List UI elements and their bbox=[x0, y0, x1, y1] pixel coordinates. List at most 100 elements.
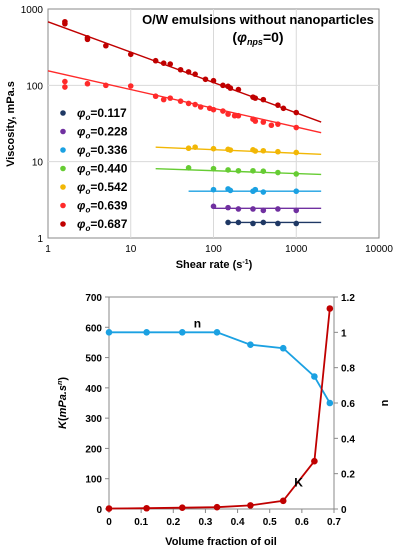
viscosity-x-axis-label: Shear rate (s-1) bbox=[176, 259, 253, 271]
legend-marker bbox=[60, 128, 66, 135]
data-point bbox=[152, 57, 159, 64]
data-point bbox=[252, 148, 259, 154]
legend-label: φo=0.228 bbox=[77, 125, 128, 141]
data-point bbox=[210, 186, 217, 193]
data-point bbox=[260, 168, 267, 175]
data-point bbox=[225, 219, 231, 226]
legend-label: φo=0.117 bbox=[77, 106, 127, 122]
k-n-series-lines bbox=[108, 308, 331, 510]
point-n bbox=[105, 329, 113, 336]
right-tick-label: 0.4 bbox=[341, 434, 355, 445]
point-n bbox=[326, 399, 334, 407]
legend-label: φo=0.440 bbox=[77, 162, 128, 178]
data-point bbox=[220, 82, 226, 89]
data-point bbox=[227, 85, 234, 91]
x-tick-label: 0 bbox=[106, 517, 112, 528]
legend-marker bbox=[60, 147, 66, 153]
k-n-x-axis-label: Volume fraction of oil bbox=[165, 536, 277, 548]
data-point bbox=[293, 149, 300, 156]
data-point bbox=[260, 219, 267, 226]
point-n bbox=[311, 373, 318, 380]
data-point bbox=[210, 165, 217, 172]
left-tick-label: 200 bbox=[85, 444, 102, 455]
x-tick-label: 1000 bbox=[285, 244, 308, 255]
data-point bbox=[62, 84, 68, 90]
data-point bbox=[280, 105, 287, 112]
data-point bbox=[252, 186, 259, 193]
x-tick-label: 10 bbox=[125, 244, 137, 255]
series-label-k: K bbox=[294, 475, 303, 489]
data-point bbox=[293, 171, 300, 177]
legend-label: φo=0.687 bbox=[77, 217, 128, 233]
left-tick-label: 300 bbox=[85, 414, 102, 425]
point-K bbox=[326, 305, 334, 312]
data-point bbox=[192, 101, 198, 108]
data-point bbox=[167, 95, 174, 101]
fit-line-6 bbox=[47, 70, 322, 134]
data-point bbox=[268, 122, 275, 129]
x-tick-label: 0.7 bbox=[327, 517, 341, 528]
point-n bbox=[279, 344, 287, 352]
data-point bbox=[250, 206, 256, 212]
legend-marker bbox=[60, 165, 66, 172]
data-point bbox=[275, 102, 281, 108]
data-point bbox=[227, 147, 234, 153]
data-point bbox=[210, 106, 217, 113]
left-tick-label: 700 bbox=[85, 293, 102, 304]
data-point bbox=[210, 77, 217, 84]
x-tick-label: 0.2 bbox=[166, 517, 180, 528]
right-tick-label: 0 bbox=[341, 505, 347, 516]
data-point bbox=[127, 51, 134, 58]
right-tick-label: 0.2 bbox=[341, 470, 355, 481]
point-K bbox=[178, 504, 186, 512]
data-point bbox=[84, 36, 91, 43]
k-n-right-axis-label: n bbox=[379, 399, 391, 406]
data-point bbox=[275, 169, 281, 176]
viscosity-y-axis-label: Viscosity, mPa.s bbox=[5, 81, 17, 167]
k-n-series-labels: nK bbox=[194, 316, 304, 489]
y-tick-label: 100 bbox=[26, 81, 43, 92]
data-point bbox=[84, 80, 91, 87]
data-point bbox=[250, 167, 256, 174]
viscosity-chart: 1 10 100 1000 1 10 100 1000 10000 φo=0.117 φo=0.2… bbox=[5, 5, 393, 271]
data-point bbox=[197, 104, 204, 110]
data-point bbox=[260, 189, 267, 195]
point-K bbox=[279, 497, 287, 505]
series-line-n bbox=[109, 331, 331, 404]
data-point bbox=[225, 167, 231, 173]
data-point bbox=[250, 220, 256, 227]
k-n-points bbox=[105, 305, 334, 512]
viscosity-points bbox=[62, 18, 300, 227]
right-tick-label: 0.8 bbox=[341, 364, 355, 375]
left-tick-label: 400 bbox=[85, 384, 102, 395]
data-point bbox=[260, 96, 267, 103]
data-point bbox=[167, 61, 174, 67]
left-tick-label: 500 bbox=[85, 354, 102, 365]
data-point bbox=[235, 219, 242, 226]
data-point bbox=[227, 187, 234, 194]
data-point bbox=[235, 206, 242, 212]
right-tick-label: 0.6 bbox=[341, 399, 355, 410]
data-point bbox=[127, 83, 134, 89]
y-tick-label: 1000 bbox=[21, 5, 44, 16]
point-K bbox=[143, 504, 150, 512]
legend-marker bbox=[60, 110, 66, 116]
series-line-K bbox=[108, 308, 331, 510]
legend-label: φo=0.336 bbox=[77, 143, 128, 159]
data-point bbox=[103, 82, 109, 89]
data-point bbox=[260, 147, 267, 154]
viscosity-chart-subtitle: (φnps=0) bbox=[232, 29, 283, 47]
point-K bbox=[213, 503, 221, 511]
x-tick-label: 0.3 bbox=[198, 517, 212, 528]
data-point bbox=[177, 66, 184, 73]
data-point bbox=[160, 60, 167, 66]
data-point bbox=[293, 220, 300, 227]
data-point bbox=[185, 165, 192, 171]
data-point bbox=[235, 112, 242, 119]
data-point bbox=[252, 95, 259, 101]
point-K bbox=[105, 505, 113, 512]
data-point bbox=[225, 111, 231, 117]
right-tick-label: 1 bbox=[341, 328, 347, 339]
point-n bbox=[247, 341, 254, 349]
viscosity-legend: φo=0.117 φo=0.228 φo=0.336 φo=0.440 φo=0.542… bbox=[60, 106, 128, 233]
